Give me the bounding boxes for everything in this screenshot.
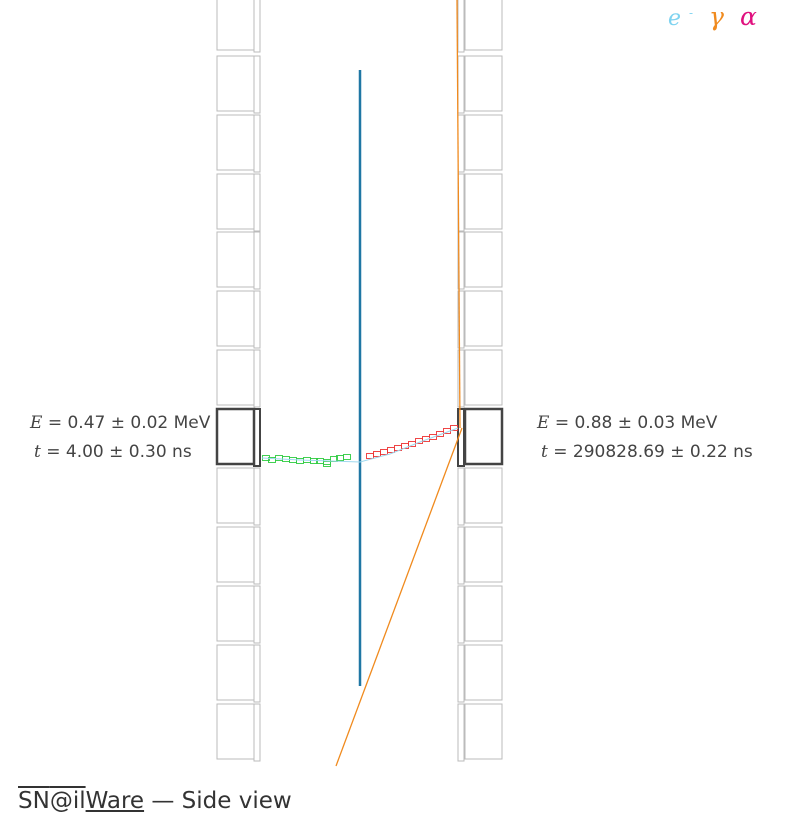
- energy-variable: E: [537, 413, 550, 433]
- electron-fit-line: [261, 427, 459, 463]
- veto-strip: [253, 526, 261, 585]
- calorimeter-block: [464, 55, 503, 112]
- time-value: = 290828.69 ± 0.22 ns: [553, 442, 753, 462]
- calorimeter-block-hit: [463, 407, 504, 466]
- calorimeter-block: [464, 703, 503, 760]
- veto-strip-hit: [253, 408, 261, 467]
- veto-strip: [457, 349, 465, 408]
- calorimeter-block: [216, 467, 255, 524]
- energy-value: = 0.88 ± 0.03 MeV: [554, 413, 718, 433]
- calorimeter-block: [464, 644, 503, 701]
- calorimeter-block: [464, 231, 503, 288]
- veto-strip: [253, 349, 261, 408]
- calorimeter-block: [464, 349, 503, 406]
- veto-strip: [253, 114, 261, 173]
- particle-legend: e- γ α: [668, 2, 765, 31]
- footer-at: @il: [49, 788, 86, 814]
- tracker-cell-hit-green: [323, 459, 331, 465]
- tracker-cell-hit-red: [387, 447, 395, 453]
- calorimeter-block: [216, 231, 255, 288]
- calorimeter-block: [464, 585, 503, 642]
- veto-strip: [253, 290, 261, 349]
- veto-strip: [253, 703, 261, 762]
- energy-value: = 0.47 ± 0.02 MeV: [47, 413, 211, 433]
- veto-strip: [253, 0, 261, 53]
- gamma-track-lower: [335, 427, 463, 767]
- calorimeter-block: [464, 526, 503, 583]
- right-hit-energy: E = 0.88 ± 0.03 MeV: [537, 413, 717, 433]
- gamma-legend-entry: γ: [709, 2, 724, 31]
- veto-strip: [457, 114, 465, 173]
- energy-variable: E: [30, 413, 43, 433]
- veto-strip: [457, 231, 465, 290]
- veto-strip: [457, 290, 465, 349]
- calorimeter-block-hit: [215, 407, 256, 466]
- tracker-cell-hit-green: [323, 461, 331, 467]
- veto-strip: [253, 467, 261, 526]
- calorimeter-block: [216, 55, 255, 112]
- calorimeter-block: [464, 114, 503, 171]
- veto-strip: [253, 585, 261, 644]
- calorimeter-block: [464, 173, 503, 230]
- veto-strip: [253, 231, 261, 290]
- electron-legend-entry: e-: [668, 6, 693, 31]
- footer-sn: SN: [18, 788, 50, 814]
- calorimeter-block: [464, 0, 503, 51]
- calorimeter-block: [216, 0, 255, 51]
- tracker-cell-hit-red: [373, 451, 381, 457]
- veto-strip: [457, 526, 465, 585]
- veto-strip: [253, 173, 261, 232]
- calorimeter-block: [464, 290, 503, 347]
- veto-strip: [457, 585, 465, 644]
- veto-strip: [457, 0, 465, 53]
- tracker-cell-hit-red: [366, 453, 374, 459]
- time-variable: t: [34, 442, 41, 462]
- electron-track-right: [366, 425, 458, 459]
- electron-charge: -: [689, 5, 694, 20]
- footer-suffix: — Side view: [144, 788, 292, 814]
- right-hit-time: t = 290828.69 ± 0.22 ns: [541, 442, 753, 462]
- time-variable: t: [541, 442, 548, 462]
- time-value: = 4.00 ± 0.30 ns: [46, 442, 192, 462]
- calorimeter-block: [216, 644, 255, 701]
- calorimeter-block: [216, 526, 255, 583]
- calorimeter-block: [216, 290, 255, 347]
- calorimeter-block: [216, 703, 255, 760]
- left-hit-energy: E = 0.47 ± 0.02 MeV: [30, 413, 210, 433]
- footer-ware: Ware: [85, 788, 145, 814]
- calorimeter-block: [216, 114, 255, 171]
- left-hit-time: t = 4.00 ± 0.30 ns: [34, 442, 192, 462]
- tracker-cell-hit-green: [296, 458, 304, 464]
- tracker-cell-hit-green: [275, 455, 283, 461]
- tracker-cell-hit-red: [436, 431, 444, 437]
- alpha-legend-entry: α: [739, 2, 757, 31]
- electron-symbol: e: [668, 6, 682, 31]
- gamma-track-upper: [456, 0, 461, 429]
- left-calorimeter-wall: [215, 0, 261, 762]
- veto-strip: [253, 55, 261, 114]
- tracker-cell-hit-red: [429, 434, 437, 440]
- right-calorimeter-wall: [457, 0, 504, 762]
- calorimeter-block: [216, 349, 255, 406]
- footer-title: SN@ilWare — Side view: [18, 788, 292, 814]
- calorimeter-block: [216, 173, 255, 230]
- veto-strip: [457, 703, 465, 762]
- calorimeter-block: [216, 585, 255, 642]
- veto-strip: [253, 644, 261, 703]
- calorimeter-block: [464, 467, 503, 524]
- tracker-cell-hit-red: [380, 449, 388, 455]
- veto-strip: [457, 467, 465, 526]
- tracker-cell-hit-green: [343, 454, 351, 460]
- veto-strip: [457, 55, 465, 114]
- veto-strip: [457, 644, 465, 703]
